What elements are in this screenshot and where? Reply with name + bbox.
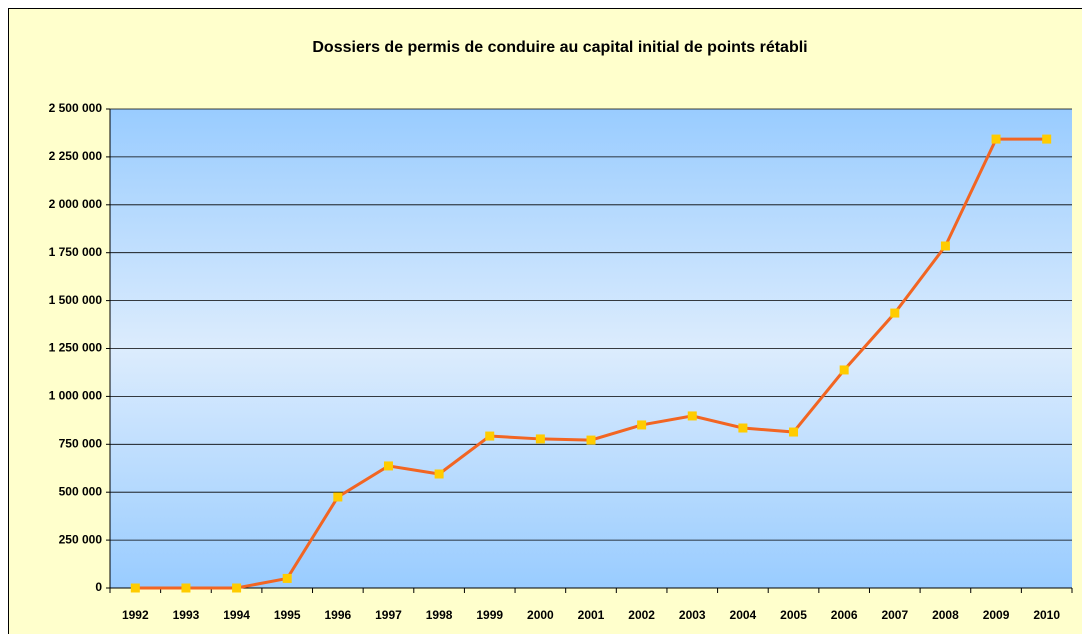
x-tick-label: 2009	[983, 608, 1010, 622]
x-tick-label: 2005	[780, 608, 807, 622]
y-tick-label: 2 500 000	[49, 101, 103, 115]
marker	[434, 469, 444, 479]
marker	[181, 583, 191, 593]
y-tick-label: 1 750 000	[49, 245, 103, 259]
x-tick-label: 1995	[274, 608, 301, 622]
y-tick-label: 500 000	[59, 484, 103, 498]
marker	[839, 365, 849, 375]
marker	[130, 583, 140, 593]
x-tick-label: 1993	[173, 608, 200, 622]
marker	[738, 423, 748, 433]
marker	[485, 431, 495, 441]
chart-title: Dossiers de permis de conduire au capita…	[312, 39, 807, 56]
marker	[1042, 134, 1052, 144]
marker	[991, 134, 1001, 144]
x-tick-label: 1994	[223, 608, 250, 622]
x-tick-label: 2008	[932, 608, 959, 622]
y-tick-label: 0	[95, 580, 102, 594]
x-tick-label: 1998	[426, 608, 453, 622]
x-tick-label: 1996	[324, 608, 351, 622]
x-tick-label: 2007	[881, 608, 908, 622]
marker	[282, 573, 292, 583]
x-tick-label: 2000	[527, 608, 554, 622]
y-tick-label: 250 000	[59, 532, 103, 546]
x-tick-label: 1999	[476, 608, 503, 622]
marker	[940, 241, 950, 251]
marker	[333, 492, 343, 502]
y-tick-label: 2 000 000	[49, 197, 103, 211]
y-tick-label: 1 500 000	[49, 293, 103, 307]
marker	[789, 427, 799, 437]
marker	[383, 461, 393, 471]
y-tick-label: 1 250 000	[49, 341, 103, 355]
x-tick-label: 2001	[578, 608, 605, 622]
x-tick-label: 2010	[1033, 608, 1060, 622]
x-tick-label: 2002	[628, 608, 655, 622]
y-tick-label: 1 000 000	[49, 389, 103, 403]
marker	[637, 420, 647, 430]
x-tick-label: 2006	[831, 608, 858, 622]
marker	[687, 411, 697, 421]
marker	[232, 583, 242, 593]
marker	[535, 434, 545, 444]
y-tick-label: 750 000	[59, 436, 103, 450]
x-tick-label: 1992	[122, 608, 149, 622]
marker	[586, 435, 596, 445]
x-tick-label: 2004	[730, 608, 757, 622]
marker	[890, 308, 900, 318]
x-tick-label: 2003	[679, 608, 706, 622]
x-tick-label: 1997	[375, 608, 402, 622]
y-tick-label: 2 250 000	[49, 149, 103, 163]
